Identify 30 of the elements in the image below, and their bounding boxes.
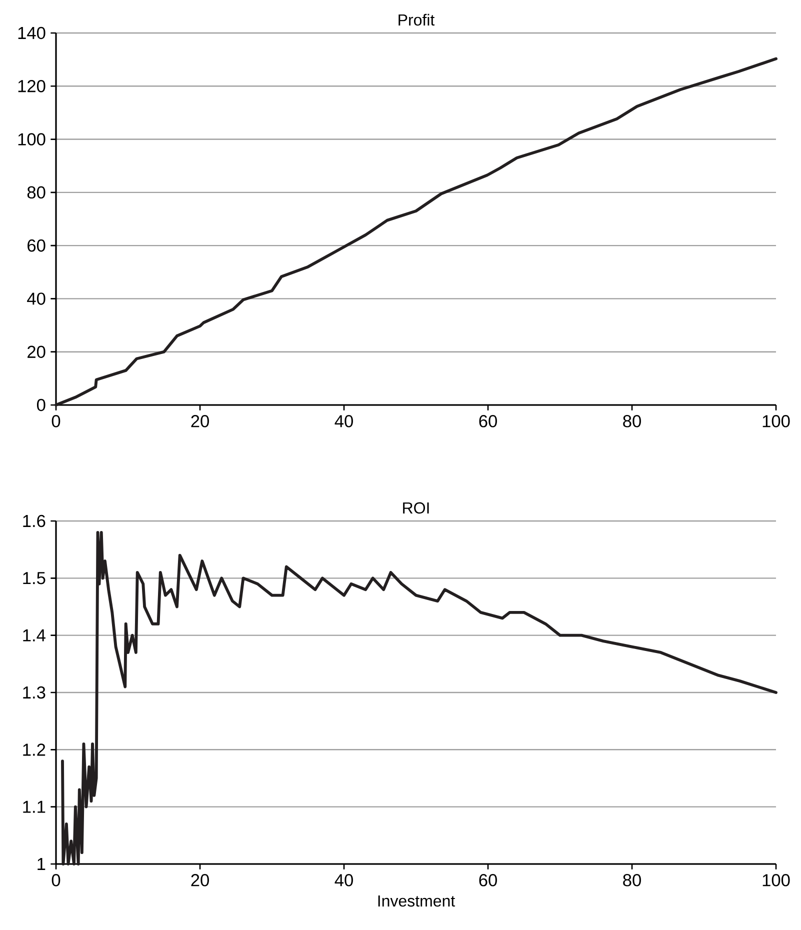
- y-tick-label: 120: [18, 80, 46, 92]
- x-tick-label: 100: [762, 874, 790, 886]
- y-tick-label: 1: [38, 858, 46, 870]
- x-axis-title: Investment: [378, 895, 456, 907]
- x-tick-label: 100: [762, 415, 790, 428]
- y-tick-label: 1.4: [23, 629, 46, 642]
- chart-title: ROI: [403, 502, 429, 514]
- y-tick-label: 80: [27, 186, 46, 199]
- x-tick-label: 60: [479, 415, 497, 428]
- y-tick-label: 1.5: [23, 572, 46, 584]
- y-tick-label: 1.1: [23, 800, 46, 813]
- x-tick-label: 80: [623, 415, 641, 428]
- x-tick-label: 80: [623, 874, 641, 886]
- x-tick-label: 40: [334, 415, 353, 428]
- y-tick-label: 1.3: [23, 686, 46, 699]
- x-tick-label: 0: [52, 415, 60, 428]
- x-tick-label: 0: [52, 874, 60, 886]
- x-tick-label: 20: [191, 415, 209, 428]
- y-tick-label: 60: [28, 239, 46, 252]
- chart-title: Profit: [398, 14, 435, 26]
- y-tick-label: 100: [18, 133, 46, 146]
- y-tick-label: 40: [27, 292, 46, 305]
- y-tick-label: 0: [36, 398, 46, 412]
- y-tick-label: 1.2: [23, 744, 46, 756]
- x-tick-label: 60: [479, 874, 497, 886]
- y-tick-label: 20: [28, 346, 46, 358]
- x-tick-label: 20: [191, 874, 209, 886]
- y-tick-label: 1.6: [23, 514, 46, 528]
- x-tick-label: 40: [334, 874, 353, 886]
- y-tick-label: 140: [18, 26, 46, 40]
